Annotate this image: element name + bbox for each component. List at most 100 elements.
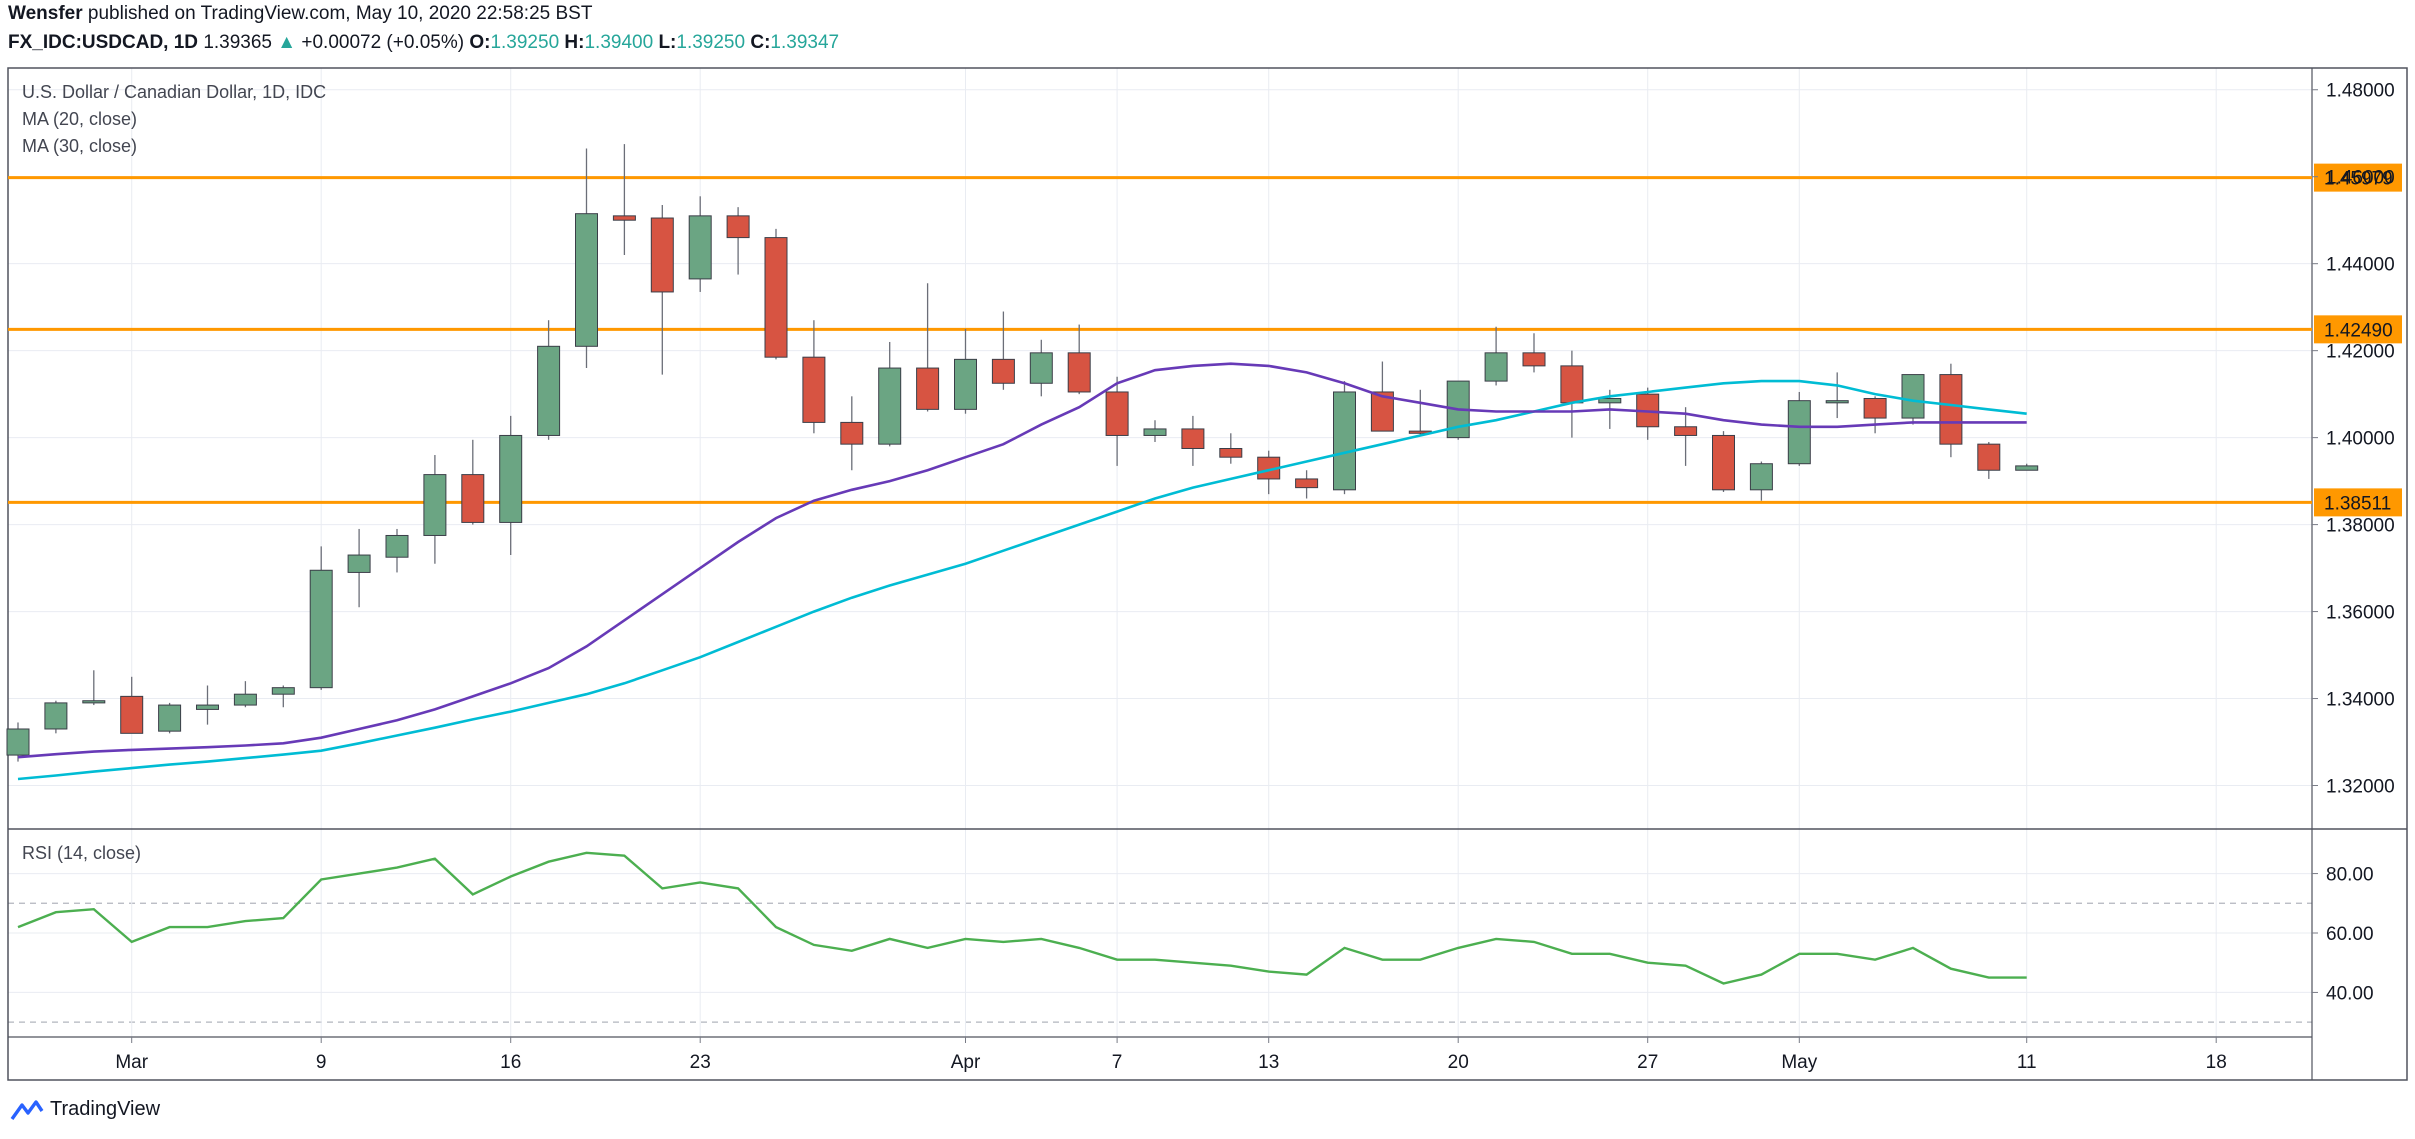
time-tick-label: Apr <box>951 1052 981 1073</box>
candle-body-up <box>1484 352 1508 382</box>
candle-body-down <box>1977 443 2001 471</box>
open-value: 1.39250 <box>490 32 560 53</box>
candle-body-down <box>726 215 750 239</box>
time-tick-label: 20 <box>1448 1052 1469 1073</box>
close-value: 1.39347 <box>770 32 840 53</box>
outer-border <box>7 67 2408 1081</box>
candle-body-up <box>499 434 523 523</box>
candle-body-up <box>537 345 561 436</box>
candle-body-down <box>1522 352 1546 367</box>
publish-info: Wensfer published on TradingView.com, Ma… <box>8 3 592 25</box>
horizontal-levels[interactable]: 1.45979 1.42490 1.38511 <box>8 163 2402 517</box>
ma30-legend[interactable]: MA (30, close) <box>22 136 138 156</box>
candle-body-down <box>1295 478 1319 489</box>
price-tick-label: 1.38000 <box>2326 516 2395 537</box>
candle-body-up <box>6 728 30 756</box>
time-tick-label: 13 <box>1258 1052 1279 1073</box>
moving-average-series <box>17 362 2027 781</box>
rsi-legend[interactable]: RSI (14, close) <box>22 843 142 863</box>
candle-body-down <box>840 421 864 445</box>
time-tick-label: 18 <box>2206 1052 2227 1073</box>
rsi-tick-label: 80.00 <box>2326 865 2374 886</box>
candle-body-up <box>878 367 902 445</box>
candle-body-up <box>233 693 257 706</box>
brand-name: TradingView <box>50 1098 161 1120</box>
candle-body-down <box>1712 434 1735 491</box>
candle-body-up <box>1787 400 1811 465</box>
published-text: published on TradingView.com, May 10, 20… <box>87 3 593 24</box>
open-label: O: <box>469 32 491 53</box>
candle-body-down <box>612 215 636 221</box>
price-tick-label: 1.34000 <box>2326 690 2395 711</box>
level-label-box <box>2314 163 2402 192</box>
axes: 1.48000 1.46000 1.44000 1.42000 1.40000 1.380… <box>115 81 2394 1073</box>
tradingview-logo-icon <box>10 1099 44 1120</box>
price-tick-label: 1.44000 <box>2326 255 2395 276</box>
time-tick-label: Mar <box>115 1052 148 1073</box>
candle-body-up <box>1333 391 1356 491</box>
time-tick-label: 11 <box>2017 1052 2037 1073</box>
candle-body-up <box>423 474 447 536</box>
rsi-tick-label: 40.00 <box>2326 983 2374 1004</box>
grid-lines <box>8 68 2312 1037</box>
symbol-name: FX_IDC:USDCAD, 1D <box>8 32 199 53</box>
candle-body-down <box>991 358 1015 384</box>
price-tick-label: 1.40000 <box>2326 429 2395 450</box>
time-tick-label: 16 <box>500 1052 521 1073</box>
price-change: +0.00072 (+0.05%) <box>301 32 465 53</box>
price-tick-label: 1.46000 <box>2326 168 2395 189</box>
candle-body-up <box>1749 463 1773 491</box>
author-name[interactable]: Wensfer <box>8 3 83 24</box>
candle-body-up <box>309 569 333 689</box>
candle-body-up <box>575 213 598 347</box>
candle-body-down <box>1674 426 1698 436</box>
candle-body-up <box>688 215 712 280</box>
price-tick-label: 1.48000 <box>2326 81 2395 102</box>
candle-body-up <box>196 704 219 710</box>
low-label: L: <box>658 32 677 53</box>
level-price-label: 1.38511 <box>2324 493 2391 514</box>
rsi-series <box>17 851 2027 985</box>
change-arrow-icon: ▲ <box>277 32 297 53</box>
high-value: 1.39400 <box>584 32 654 53</box>
candle-body-up <box>1901 374 1925 419</box>
candle-body-up <box>1143 428 1167 436</box>
candle-body-down <box>650 217 674 293</box>
price-tick-label: 1.42000 <box>2326 342 2395 363</box>
symbol-info-bar: FX_IDC:USDCAD, 1D 1.39365 ▲ +0.00072 (+0… <box>8 32 839 54</box>
time-tick-label: May <box>1781 1052 1817 1073</box>
high-label: H: <box>564 32 585 53</box>
candle-body-up <box>271 687 295 695</box>
tradingview-logo[interactable]: TradingView <box>10 1098 160 1121</box>
level-price-label: 1.42490 <box>2324 320 2393 341</box>
ma20-line <box>17 362 2027 759</box>
candle-body-up <box>385 534 409 558</box>
candle-body-down <box>1105 391 1129 436</box>
level-label-box <box>2314 488 2402 517</box>
candle-body-down <box>916 367 940 410</box>
rsi-line <box>17 851 2027 985</box>
candle-body-down <box>120 695 144 734</box>
candle-body-down <box>1067 352 1091 393</box>
chart-frame <box>7 67 2408 1081</box>
time-tick-label: 7 <box>1112 1052 1123 1073</box>
rsi-tick-label: 60.00 <box>2326 924 2374 945</box>
time-tick-label: 23 <box>690 1052 711 1073</box>
ma20-legend[interactable]: MA (20, close) <box>22 109 138 129</box>
ma30-line <box>17 379 2027 781</box>
level-price-label: 1.45979 <box>2324 169 2393 190</box>
time-tick-label: 9 <box>316 1052 327 1073</box>
candle-body-down <box>764 237 788 358</box>
candle-body-down <box>1181 428 1205 449</box>
candle-body-up <box>347 554 371 573</box>
low-value: 1.39250 <box>676 32 746 53</box>
candle-body-up <box>954 358 977 410</box>
candle-body-up <box>1029 352 1053 384</box>
instrument-legend: U.S. Dollar / Canadian Dollar, 1D, IDC <box>22 82 327 102</box>
last-price: 1.39365 <box>203 32 272 53</box>
candle-body-up <box>1825 400 1849 404</box>
candle-body-down <box>1370 391 1394 432</box>
candlestick-series <box>6 144 2039 762</box>
price-tick-label: 1.32000 <box>2326 777 2395 798</box>
